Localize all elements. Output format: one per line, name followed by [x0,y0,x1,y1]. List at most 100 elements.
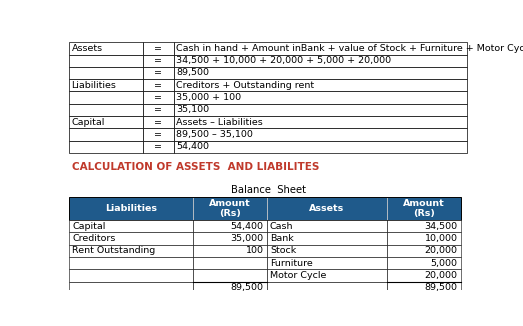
Text: Liabilities: Liabilities [105,204,157,213]
Bar [194,257,267,269]
Text: 35,100: 35,100 [176,105,209,114]
Text: =: = [154,118,162,127]
Bar [143,141,174,153]
Bar [387,232,461,245]
Bar [174,92,467,104]
Text: 54,400: 54,400 [231,222,264,231]
Bar [174,104,467,116]
Text: Amount
(Rs): Amount (Rs) [209,199,251,218]
Text: Liabilities: Liabilities [72,81,117,90]
Bar [143,116,174,128]
Text: =: = [154,44,162,53]
Bar [69,220,194,232]
Text: Capital: Capital [72,118,105,127]
Bar [69,197,461,220]
Bar [69,79,143,92]
Text: Assets: Assets [72,44,103,53]
Bar [174,128,467,141]
Bar [143,104,174,116]
Text: 89,500 – 35,100: 89,500 – 35,100 [176,130,253,139]
Bar [194,294,267,306]
Text: 89,500: 89,500 [231,283,264,292]
Text: =: = [154,142,162,151]
Text: Rent Outstanding: Rent Outstanding [72,246,156,255]
Bar [143,54,174,67]
Text: 5,000: 5,000 [430,259,458,268]
Text: 89,500: 89,500 [176,68,209,78]
Bar [387,269,461,282]
Bar [387,220,461,232]
Bar [267,232,387,245]
Bar [69,92,143,104]
Text: 20,000: 20,000 [425,246,458,255]
Bar [174,116,467,128]
Bar [69,282,194,294]
Text: Cash: Cash [270,222,293,231]
Bar [174,42,467,54]
Text: =: = [154,105,162,114]
Text: 34,500 + 10,000 + 20,000 + 5,000 + 20,000: 34,500 + 10,000 + 20,000 + 5,000 + 20,00… [176,56,391,65]
Text: Balance  Sheet: Balance Sheet [231,185,306,195]
Bar [387,197,461,220]
Text: 54,400: 54,400 [176,142,209,151]
Bar [143,92,174,104]
Bar [267,282,387,294]
Bar [174,141,467,153]
Bar [69,269,194,282]
Bar [194,282,267,294]
Text: Capital: Capital [72,222,106,231]
Text: Furniture: Furniture [270,259,313,268]
Text: 35,000 + 100: 35,000 + 100 [176,93,241,102]
Bar [174,79,467,92]
Bar [194,220,267,232]
Text: 10,000: 10,000 [425,234,458,243]
Bar [69,116,143,128]
Bar [69,257,194,269]
Text: CALCULATION OF ASSETS  AND LIABILITES: CALCULATION OF ASSETS AND LIABILITES [72,162,319,172]
Text: Motor Cycle: Motor Cycle [270,271,326,280]
Bar [267,220,387,232]
Bar [387,257,461,269]
Bar [69,104,143,116]
Bar [267,245,387,257]
Bar [69,197,194,220]
Text: Bank: Bank [270,234,294,243]
Bar [267,257,387,269]
Text: =: = [154,56,162,65]
Bar [174,67,467,79]
Text: =: = [154,130,162,139]
Text: Cash in hand + Amount inBank + value of Stock + Furniture + Motor Cycle: Cash in hand + Amount inBank + value of … [176,44,523,53]
Text: 34,500: 34,500 [424,222,458,231]
Bar [174,54,467,67]
Bar [69,128,143,141]
Bar [69,54,143,67]
Bar [194,232,267,245]
Bar [267,294,387,306]
Text: 35,000: 35,000 [231,234,264,243]
Bar [194,245,267,257]
Text: Assets – Liabilities: Assets – Liabilities [176,118,263,127]
Bar [69,42,143,54]
Bar [69,294,194,306]
Text: 100: 100 [246,246,264,255]
Bar [387,245,461,257]
Bar [143,42,174,54]
Text: Amount
(Rs): Amount (Rs) [403,199,445,218]
Bar [194,197,267,220]
Bar [69,232,194,245]
Bar [267,197,387,220]
Text: Creditors + Outstanding rent: Creditors + Outstanding rent [176,81,314,90]
Bar [267,269,387,282]
Bar [387,282,461,294]
Bar [143,67,174,79]
Text: Creditors: Creditors [72,234,116,243]
Bar [143,128,174,141]
Text: Assets: Assets [309,204,345,213]
Bar [194,269,267,282]
Text: =: = [154,93,162,102]
Bar [143,79,174,92]
Bar [69,67,143,79]
Bar [69,245,194,257]
Bar [387,294,461,306]
Text: Stock: Stock [270,246,296,255]
